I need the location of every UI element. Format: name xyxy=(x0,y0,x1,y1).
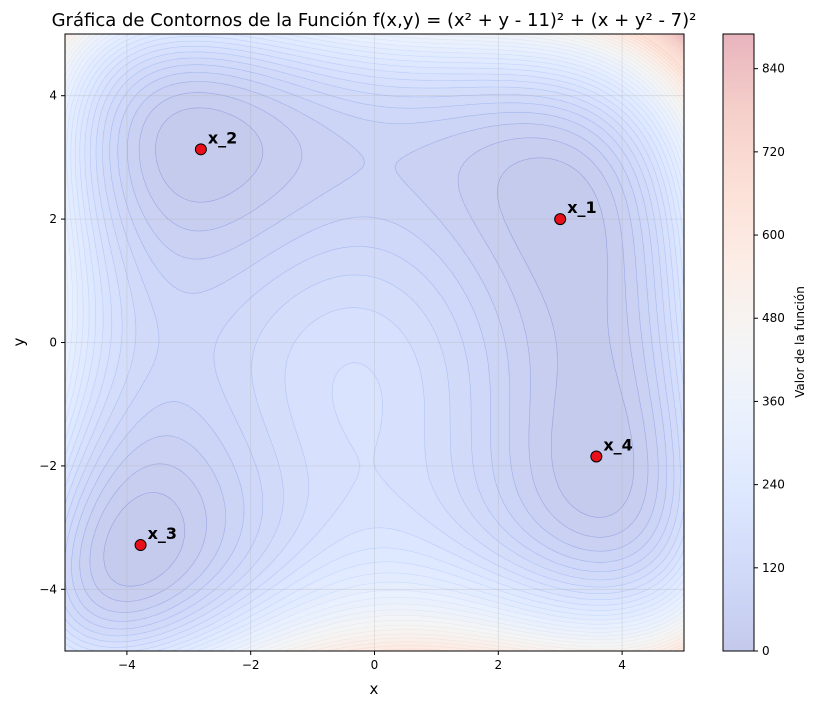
colorbar-tick-label: 480 xyxy=(762,311,785,325)
colorbar-ticks: 0 120 240 360 480 600 720 840 xyxy=(754,62,785,658)
y-tick-label: −4 xyxy=(39,582,57,596)
plot-area xyxy=(65,34,684,651)
contour-line xyxy=(65,51,684,643)
chart-title: Gráfica de Contornos de la Función f(x,y… xyxy=(52,10,697,31)
contour-line xyxy=(103,107,635,587)
contour-line xyxy=(65,34,684,651)
contour-line xyxy=(89,92,649,602)
x-axis-label: x xyxy=(370,680,379,698)
x-tick-label: −2 xyxy=(242,658,260,672)
colorbar-tick-label: 600 xyxy=(762,228,785,242)
contour-line xyxy=(65,34,684,651)
x-tick-label: 0 xyxy=(371,658,379,672)
contour-line xyxy=(65,36,684,651)
point-marker-x3 xyxy=(134,539,147,552)
colorbar-frame xyxy=(722,33,755,652)
x-tick-label: 2 xyxy=(494,658,502,672)
contour-line xyxy=(65,46,684,648)
point-label-x3: x_3 xyxy=(148,524,177,543)
y-tick-label: 0 xyxy=(49,336,57,350)
contour-line xyxy=(65,64,675,630)
x-tick-label: 4 xyxy=(618,658,626,672)
point-label-x4: x_4 xyxy=(603,436,632,455)
contour-line xyxy=(632,34,684,75)
colorbar-tick-label: 360 xyxy=(762,394,785,408)
contour-line xyxy=(65,40,684,651)
point-marker-x4 xyxy=(590,450,603,463)
y-axis-ticks: −4 −2 0 2 4 xyxy=(39,89,65,596)
colorbar-tick-label: 840 xyxy=(762,62,785,76)
critical-points: x_1 x_2 x_3 x_4 xyxy=(134,128,633,552)
colorbar-tick-label: 120 xyxy=(762,561,785,575)
contour-lines xyxy=(65,34,684,651)
contour-fill xyxy=(65,34,684,651)
colorbar-label: Valor de la función xyxy=(793,286,807,398)
contour-line xyxy=(65,34,684,651)
point-label-x2: x_2 xyxy=(208,128,237,147)
x-tick-label: −4 xyxy=(118,658,136,672)
colorbar-tick-label: 0 xyxy=(762,644,770,658)
colorbar: 0 120 240 360 480 600 720 840 Valor de la funci… xyxy=(722,33,807,658)
colorbar-gradient xyxy=(723,34,754,651)
point-marker-x2 xyxy=(194,143,207,156)
contour-line xyxy=(71,72,667,622)
contour-line xyxy=(65,34,684,651)
y-tick-label: 2 xyxy=(49,212,57,226)
grid-lines xyxy=(65,34,684,651)
contour-line xyxy=(79,81,659,613)
contour-line xyxy=(65,34,684,651)
point-marker-x1 xyxy=(554,213,567,226)
contour-line xyxy=(65,34,684,651)
colorbar-tick-label: 720 xyxy=(762,145,785,159)
y-axis-label: y xyxy=(10,337,28,346)
y-tick-label: 4 xyxy=(49,89,57,103)
y-tick-label: −2 xyxy=(39,459,57,473)
contour-line xyxy=(65,57,681,637)
point-label-x1: x_1 xyxy=(567,198,596,217)
x-axis-ticks: −4 −2 0 2 4 xyxy=(118,651,626,672)
colorbar-tick-label: 240 xyxy=(762,478,785,492)
